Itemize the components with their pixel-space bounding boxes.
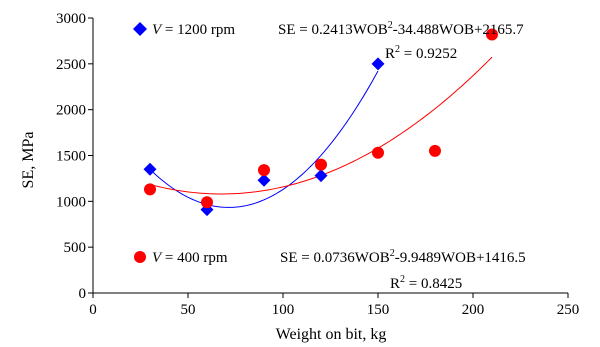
eq2-tail: -9.9489WOB+1416.5 — [395, 250, 526, 266]
x-tick-label: 150 — [367, 302, 390, 318]
y-tick-label: 3000 — [56, 11, 86, 27]
r2-1-sup: 2 — [395, 44, 400, 55]
svg-text:V = 400 rpm: V = 400 rpm — [152, 250, 228, 266]
y-tick-label: 500 — [64, 240, 87, 256]
data-point-diamond — [371, 57, 385, 71]
data-point-diamond — [257, 173, 271, 187]
fit-curves — [149, 56, 493, 208]
data-point-circle — [258, 164, 270, 177]
data-points — [143, 28, 498, 217]
eq1-main: SE = 0.2413WOB — [278, 22, 388, 38]
y-tick-label: 0 — [79, 286, 87, 302]
data-point-diamond — [314, 169, 328, 183]
r2-2-label: R — [390, 276, 400, 292]
eq1-tail: -34.488WOB+2165.7 — [393, 22, 524, 38]
data-point-circle — [201, 196, 213, 209]
axes: 0 500 1000 1500 2000 2500 3000 0 50 100 150 200 250 — [56, 11, 579, 318]
x-tick-label: 100 — [272, 302, 295, 318]
x-axis-title: Weight on bit, kg — [276, 326, 387, 343]
r2-1-value: = 0.9252 — [400, 46, 457, 62]
data-point-circle — [315, 158, 327, 171]
r2-400rpm: R2 = 0.8425 — [390, 274, 462, 292]
data-point-diamond — [143, 162, 157, 176]
data-point-circle — [372, 146, 384, 159]
y-tick-label: 1500 — [56, 149, 86, 165]
y-axis-title: SE, MPa — [20, 132, 37, 189]
y-tick-label: 1000 — [56, 194, 86, 210]
legend-circle-marker — [134, 251, 146, 263]
data-point-circle — [486, 28, 498, 41]
r2-2-sup: 2 — [400, 274, 405, 285]
fit-curve-series-1 — [149, 70, 379, 208]
legend-entry-1200rpm: V = 1200 rpm — [133, 22, 235, 38]
equation-1200rpm: SE = 0.2413WOB2-34.488WOB+2165.7 — [278, 20, 524, 38]
legend-entry-400rpm: V = 400 rpm — [134, 250, 228, 266]
eq1-sup: 2 — [388, 20, 393, 31]
svg-text:V = 1200 rpm: V = 1200 rpm — [152, 22, 235, 38]
y-tick-label: 2000 — [56, 103, 86, 119]
legend-400-var: V — [152, 250, 163, 266]
x-tick-label: 0 — [89, 302, 97, 318]
eq2-sup: 2 — [390, 248, 395, 259]
legend-400-rest: = 400 rpm — [161, 250, 228, 266]
r2-1200rpm: R2 = 0.9252 — [385, 44, 457, 62]
x-tick-label: 200 — [462, 302, 485, 318]
r2-2-value: = 0.8425 — [405, 276, 462, 292]
legend-1200-var: V — [152, 22, 163, 38]
eq2-main: SE = 0.0736WOB — [280, 250, 390, 266]
legend-diamond-marker — [133, 22, 147, 36]
x-tick-label: 250 — [557, 302, 580, 318]
data-point-circle — [429, 144, 441, 157]
r2-1-label: R — [385, 46, 395, 62]
data-point-circle — [144, 183, 156, 196]
y-tick-label: 2500 — [56, 57, 86, 73]
x-tick-label: 50 — [181, 302, 196, 318]
legend-1200-rest: = 1200 rpm — [161, 22, 235, 38]
equation-400rpm: SE = 0.0736WOB2-9.9489WOB+1416.5 — [280, 248, 526, 266]
